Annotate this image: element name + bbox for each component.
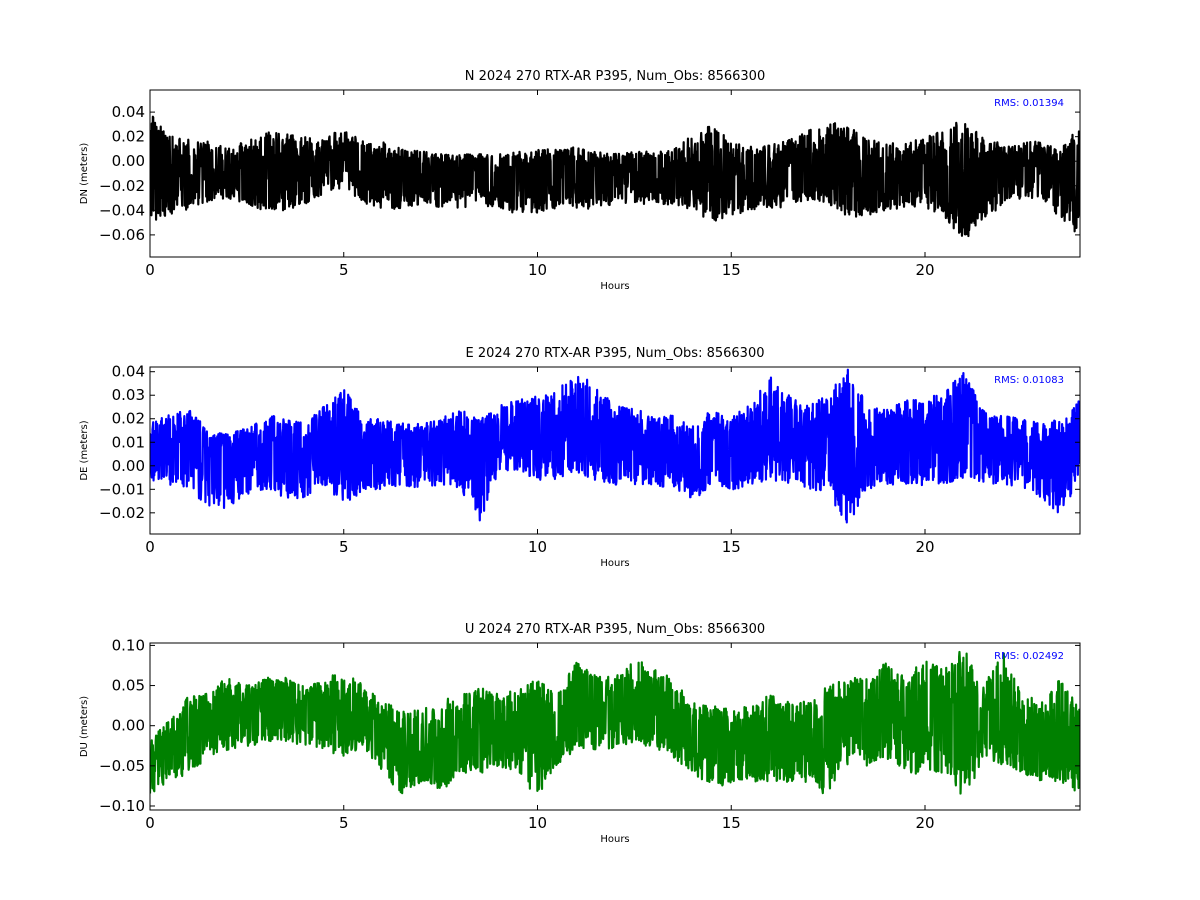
panel-title: E 2024 270 RTX-AR P395, Num_Obs: 8566300 (466, 346, 765, 361)
x-tick-label: 20 (915, 814, 934, 832)
x-tick-label: 5 (339, 538, 349, 556)
panel-title: N 2024 270 RTX-AR P395, Num_Obs: 8566300 (465, 69, 765, 84)
y-tick-label: 0.04 (112, 103, 145, 121)
y-tick-label: 0.03 (112, 386, 145, 404)
y-tick-label: −0.04 (99, 201, 145, 219)
y-tick-label: 0.05 (112, 677, 145, 695)
series-line (150, 650, 1080, 795)
y-tick-label: 0.00 (112, 717, 145, 735)
plot-frame (149, 366, 1081, 535)
x-tick-label: 0 (145, 814, 155, 832)
x-tick-label: 15 (722, 814, 741, 832)
x-axis-label: Hours (600, 834, 629, 845)
x-tick-label: 15 (722, 538, 741, 556)
y-tick-label: 0.02 (112, 410, 145, 428)
x-tick-label: 0 (145, 261, 155, 279)
plot-frame (149, 89, 1081, 258)
panel-2: E 2024 270 RTX-AR P395, Num_Obs: 8566300… (79, 346, 1081, 569)
y-tick-label: 0.10 (112, 636, 145, 654)
y-tick-label: 0.04 (112, 363, 145, 381)
y-tick-label: 0.02 (112, 128, 145, 146)
y-axis-label: DU (meters) (79, 696, 90, 757)
y-tick-label: 0.00 (112, 457, 145, 475)
y-axis-label: DN (meters) (79, 143, 90, 205)
y-tick-label: −0.06 (99, 226, 145, 244)
x-axis-label: Hours (600, 558, 629, 569)
x-tick-label: 20 (915, 538, 934, 556)
series-line (150, 368, 1080, 524)
x-tick-label: 20 (915, 261, 934, 279)
panel-1: N 2024 270 RTX-AR P395, Num_Obs: 8566300… (79, 69, 1081, 292)
x-axis-label: Hours (600, 281, 629, 292)
y-tick-label: −0.01 (99, 480, 145, 498)
y-tick-label: −0.02 (99, 504, 145, 522)
y-tick-label: −0.02 (99, 177, 145, 195)
x-tick-label: 10 (528, 538, 547, 556)
y-tick-label: −0.10 (99, 797, 145, 815)
y-tick-label: 0.01 (112, 433, 145, 451)
x-tick-label: 5 (339, 814, 349, 832)
panel-3: U 2024 270 RTX-AR P395, Num_Obs: 8566300… (79, 622, 1081, 845)
rms-annotation: RMS: 0.01083 (994, 375, 1064, 386)
x-tick-label: 10 (528, 261, 547, 279)
x-tick-label: 10 (528, 814, 547, 832)
plot-frame (149, 642, 1081, 811)
panel-title: U 2024 270 RTX-AR P395, Num_Obs: 8566300 (465, 622, 765, 637)
y-tick-label: 0.00 (112, 152, 145, 170)
rms-annotation: RMS: 0.01394 (994, 98, 1064, 109)
x-tick-label: 15 (722, 261, 741, 279)
series-line (150, 115, 1080, 238)
x-tick-label: 0 (145, 538, 155, 556)
rms-annotation: RMS: 0.02492 (994, 651, 1064, 662)
x-tick-label: 5 (339, 261, 349, 279)
y-tick-label: −0.05 (99, 757, 145, 775)
y-axis-label: DE (meters) (79, 420, 90, 480)
